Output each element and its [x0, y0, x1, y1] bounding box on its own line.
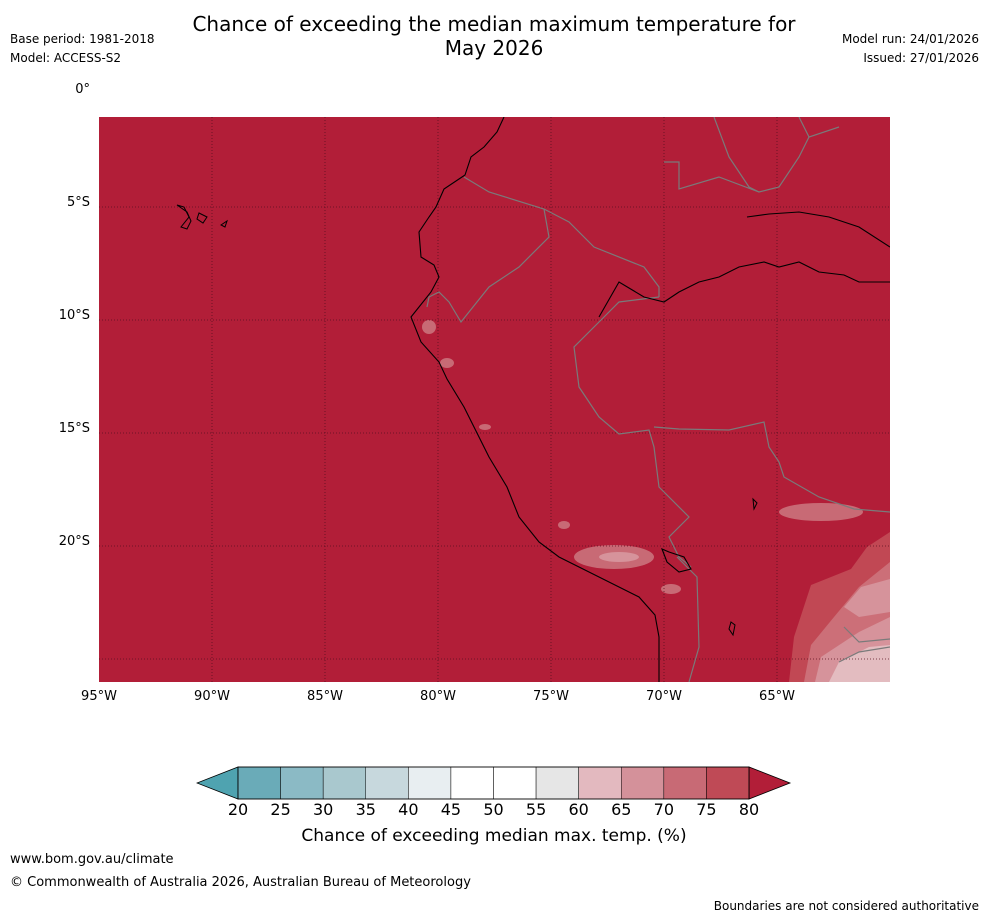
lon-label-85w: 85°W [307, 689, 343, 704]
colorbar-bin-3 [365, 766, 409, 800]
colorbar-bin-10 [663, 766, 707, 800]
probability-contours [422, 320, 890, 682]
colorbar-over-arrow [748, 766, 792, 800]
boundaries-disclaimer: Boundaries are not considered authoritat… [713, 899, 979, 913]
contour-east-65 [844, 579, 890, 617]
lat-label-15s: 15°S [58, 421, 90, 436]
lon-label-70w: 70°W [646, 689, 682, 704]
issued-date: Issued: 27/01/2026 [863, 51, 979, 65]
lat-label-0: 0° [75, 82, 90, 97]
colorbar-bin-9 [621, 766, 665, 800]
colorbar-tick-65: 65 [611, 800, 632, 819]
contour-andes-spot [558, 521, 570, 529]
lon-label-95w: 95°W [81, 689, 117, 704]
contour-peru-spot-1 [422, 320, 436, 334]
galapagos-island-3 [220, 219, 228, 228]
colorbar-bin-11 [706, 766, 750, 800]
lat-label-20s: 20°S [58, 534, 90, 549]
contour-peru-spot-2 [440, 358, 454, 368]
colorbar-tick-60: 60 [568, 800, 589, 819]
contour-southeast-60 [829, 645, 890, 682]
colorbar [196, 766, 792, 800]
model-run: Model run: 24/01/2026 [841, 32, 979, 46]
colorbar-tick-55: 55 [525, 800, 547, 819]
colorbar-tick-75: 75 [696, 800, 717, 819]
title-line-1: Chance of exceeding the median maximum t… [192, 12, 796, 36]
islands-and-lakes [176, 204, 758, 637]
model-name: Model: ACCESS-S2 [10, 51, 122, 65]
lon-label-90w: 90°W [194, 689, 230, 704]
lake-east-1 [728, 621, 736, 637]
colorbar-bin-4 [408, 766, 452, 800]
colorbar-tick-45: 45 [440, 800, 462, 819]
title-line-2: May 2026 [444, 36, 544, 60]
chart-title: Chance of exceeding the median maximum t… [0, 12, 988, 60]
contour-bolivia-strip [779, 503, 863, 521]
colorbar-tick-80: 80 [738, 800, 760, 819]
footer-url[interactable]: www.bom.gov.au/climate [10, 852, 174, 867]
contour-south-spot [661, 584, 681, 594]
colorbar-tick-25: 25 [270, 800, 291, 819]
colorbar-under-arrow [196, 766, 239, 800]
lake-east-2 [752, 497, 758, 511]
colorbar-bin-7 [535, 766, 579, 800]
country-boundaries [426, 117, 890, 682]
colorbar-title: Chance of exceeding median max. temp. (%… [301, 826, 687, 846]
colorbar-tick-35: 35 [355, 800, 376, 819]
lon-label-75w: 75°W [533, 689, 569, 704]
galapagos-island-1 [176, 204, 192, 230]
colorbar-bin-2 [322, 766, 366, 800]
contour-altiplano-inner [599, 552, 639, 562]
colorbar-bin-8 [578, 766, 622, 800]
colorbar-bin-6 [493, 766, 537, 800]
lat-label-10s: 10°S [58, 308, 90, 323]
lat-label-5s: 5°S [66, 195, 90, 210]
graticule [99, 117, 890, 682]
coastline [410, 117, 890, 682]
forecast-map [99, 117, 890, 682]
galapagos-island-2 [196, 212, 208, 224]
colorbar-bin-5 [450, 766, 494, 800]
colorbar-bin-0 [237, 766, 281, 800]
colorbar-tick-30: 30 [312, 800, 334, 819]
lon-label-65w: 65°W [759, 689, 795, 704]
colorbar-tick-20: 20 [227, 800, 249, 819]
colorbar-bins [237, 766, 750, 800]
meta-right: Model run: 24/01/2026 Issued: 27/01/2026 [842, 30, 979, 68]
map-background [99, 117, 890, 682]
lon-label-80w: 80°W [420, 689, 456, 704]
meta-left: Base period: 1981-2018 Model: ACCESS-S2 [10, 30, 155, 68]
colorbar-tick-40: 40 [398, 800, 419, 819]
colorbar-tick-70: 70 [653, 800, 674, 819]
contour-peru-spot-3 [479, 424, 491, 430]
colorbar-tick-50: 50 [483, 800, 504, 819]
colorbar-outline [237, 766, 750, 800]
footer-copyright: © Commonwealth of Australia 2026, Austra… [10, 875, 471, 890]
base-period: Base period: 1981-2018 [10, 32, 155, 46]
colorbar-bin-1 [280, 766, 324, 800]
